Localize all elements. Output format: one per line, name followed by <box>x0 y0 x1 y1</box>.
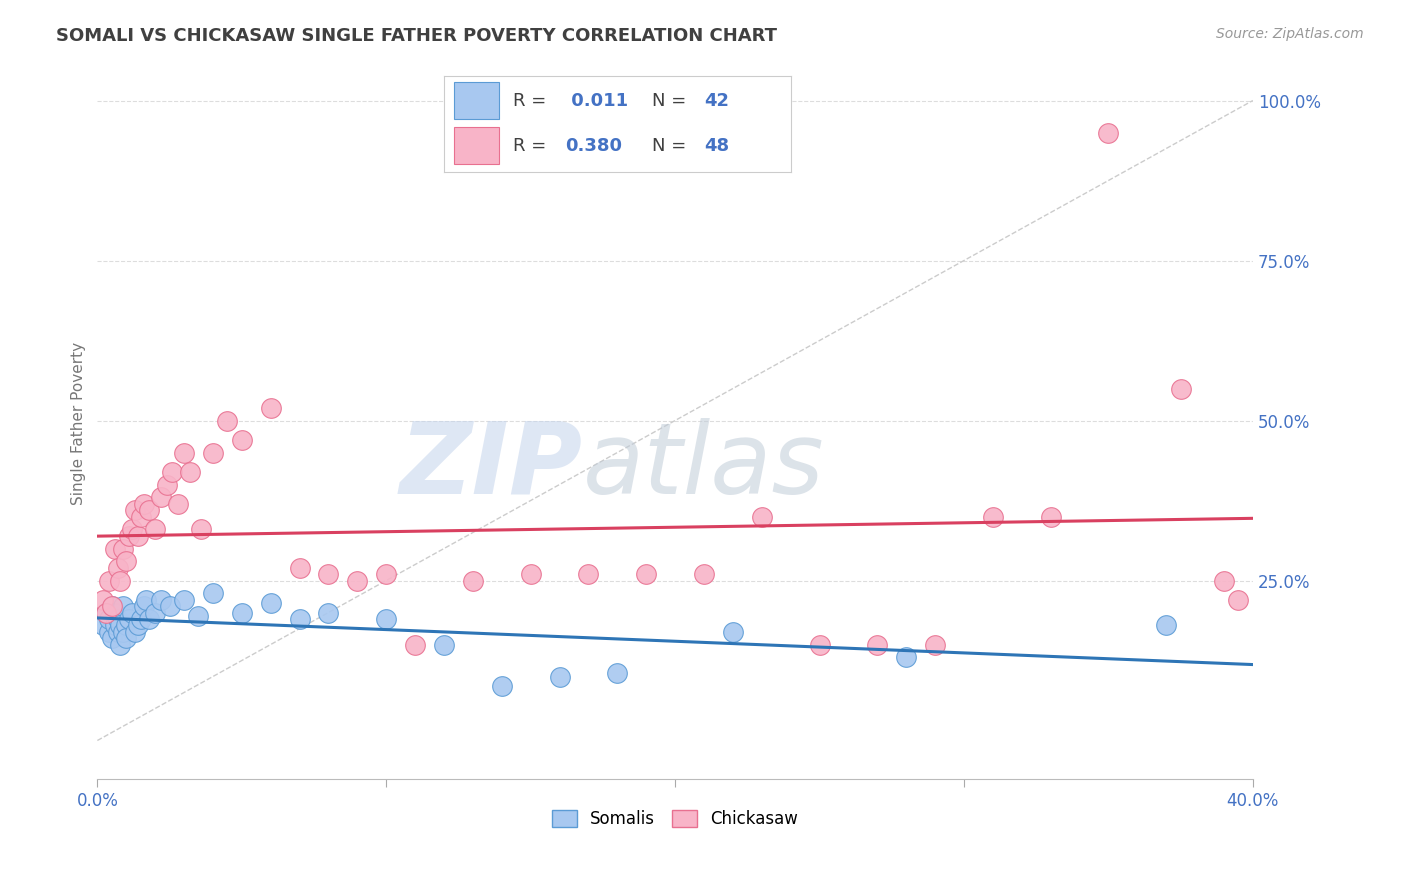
Point <box>101 599 124 614</box>
Point <box>721 624 744 639</box>
Point <box>135 592 157 607</box>
Point <box>231 433 253 447</box>
Point <box>173 592 195 607</box>
Point <box>260 596 283 610</box>
Point <box>94 606 117 620</box>
Point <box>288 560 311 574</box>
Point <box>167 497 190 511</box>
Text: atlas: atlas <box>582 417 824 515</box>
Point <box>149 491 172 505</box>
Point <box>129 612 152 626</box>
Point <box>110 574 132 588</box>
Point <box>461 574 484 588</box>
Point <box>190 522 212 536</box>
Point <box>201 586 224 600</box>
Text: SOMALI VS CHICKASAW SINGLE FATHER POVERTY CORRELATION CHART: SOMALI VS CHICKASAW SINGLE FATHER POVERT… <box>56 27 778 45</box>
Point <box>121 606 143 620</box>
Point <box>751 509 773 524</box>
Point <box>107 624 129 639</box>
Point <box>981 509 1004 524</box>
Point <box>104 541 127 556</box>
Point <box>201 445 224 459</box>
Point <box>173 445 195 459</box>
Point <box>104 606 127 620</box>
Point <box>433 638 456 652</box>
Point <box>606 666 628 681</box>
Point <box>124 503 146 517</box>
Point <box>129 509 152 524</box>
Point <box>288 612 311 626</box>
Point <box>217 413 239 427</box>
Point <box>1097 126 1119 140</box>
Point <box>896 650 918 665</box>
Point <box>118 612 141 626</box>
Legend: Somalis, Chickasaw: Somalis, Chickasaw <box>546 803 804 835</box>
Point <box>97 612 120 626</box>
Point <box>132 497 155 511</box>
Point <box>491 679 513 693</box>
Point <box>112 599 135 614</box>
Point <box>156 477 179 491</box>
Point <box>866 638 889 652</box>
Point <box>187 608 209 623</box>
Point <box>1039 509 1062 524</box>
Point <box>578 567 600 582</box>
Point <box>101 599 124 614</box>
Point <box>260 401 283 415</box>
Point <box>121 522 143 536</box>
Point <box>924 638 946 652</box>
Point <box>97 574 120 588</box>
Point <box>149 592 172 607</box>
Point <box>143 522 166 536</box>
Point <box>231 606 253 620</box>
Text: ZIP: ZIP <box>399 417 582 515</box>
Point <box>138 612 160 626</box>
Point <box>1154 618 1177 632</box>
Point <box>375 567 398 582</box>
Point <box>138 503 160 517</box>
Point <box>127 618 149 632</box>
Point <box>179 465 201 479</box>
Point <box>104 618 127 632</box>
Point <box>101 631 124 645</box>
Point <box>112 624 135 639</box>
Text: Source: ZipAtlas.com: Source: ZipAtlas.com <box>1216 27 1364 41</box>
Point <box>107 612 129 626</box>
Point <box>808 638 831 652</box>
Point <box>346 574 368 588</box>
Point <box>159 599 181 614</box>
Point <box>375 612 398 626</box>
Point <box>1213 574 1236 588</box>
Point <box>132 599 155 614</box>
Point <box>110 618 132 632</box>
Point <box>97 624 120 639</box>
Point <box>91 618 114 632</box>
Point <box>548 669 571 683</box>
Point <box>94 606 117 620</box>
Point <box>1170 382 1192 396</box>
Point <box>118 529 141 543</box>
Point <box>107 560 129 574</box>
Point <box>693 567 716 582</box>
Point <box>115 618 138 632</box>
Point <box>318 606 340 620</box>
Point <box>636 567 658 582</box>
Point <box>115 631 138 645</box>
Point <box>404 638 426 652</box>
Point <box>143 606 166 620</box>
Point <box>162 465 184 479</box>
Point <box>91 592 114 607</box>
Point <box>519 567 541 582</box>
Point <box>110 638 132 652</box>
Point <box>1227 592 1250 607</box>
Point <box>115 554 138 568</box>
Y-axis label: Single Father Poverty: Single Father Poverty <box>72 343 86 505</box>
Point <box>112 541 135 556</box>
Point <box>318 567 340 582</box>
Point <box>124 624 146 639</box>
Point <box>127 529 149 543</box>
